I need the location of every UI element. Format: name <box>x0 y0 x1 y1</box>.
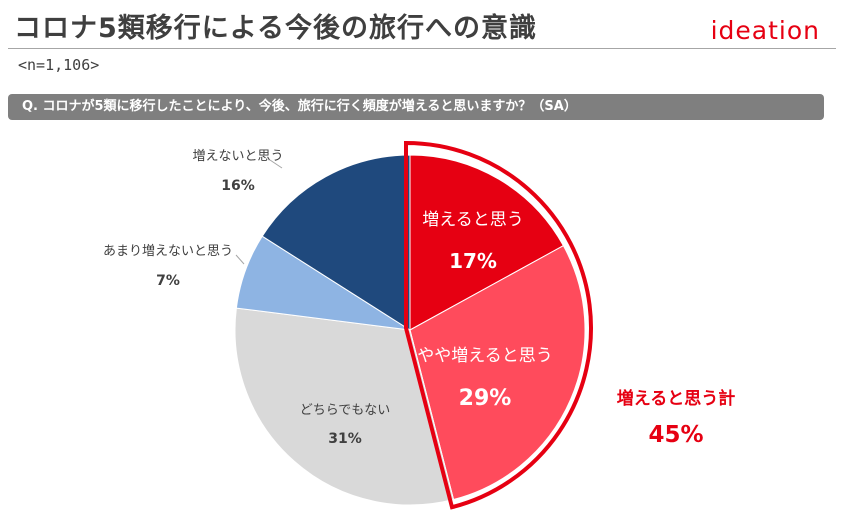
slice-label-4: あまり増えないと思う <box>103 244 233 259</box>
pie-slice-2 <box>409 245 586 501</box>
pie-slice-1 <box>409 154 565 331</box>
pie-slices <box>234 154 586 506</box>
title-divider <box>8 48 836 49</box>
leader-line-4 <box>235 254 245 265</box>
brand-logo: ideation <box>710 16 820 45</box>
slice-value-5: 16% <box>221 178 255 194</box>
highlight-outline <box>404 140 593 510</box>
sample-size: <n=1,106> <box>18 56 100 74</box>
slice-labels: 増えると思う 17% やや増えると思う 29% どちらでもない 31% あまり増えないと思う… <box>103 149 553 447</box>
slice-value-1: 17% <box>449 249 497 273</box>
slice-label-1: 増えると思う <box>422 210 524 230</box>
pie-slice-3 <box>234 307 455 506</box>
slice-value-2: 29% <box>459 386 512 411</box>
leader-line-5 <box>269 159 283 169</box>
page-title: コロナ5類移行による今後の旅行への意識 <box>14 13 537 44</box>
slice-value-3: 31% <box>328 431 362 447</box>
pie-slice-5 <box>261 154 411 331</box>
summary-label: 増えると思う計 <box>616 389 736 409</box>
slice-label-5: 増えないと思う <box>192 149 283 164</box>
leader-lines <box>235 159 283 265</box>
summary-value: 45% <box>648 422 704 448</box>
slice-label-2: やや増えると思う <box>417 346 553 366</box>
slice-label-3: どちらでもない <box>300 403 391 418</box>
question-bar: Q. コロナが5類に移行したことにより、今後、旅行に行く頻度が増えると思いますか… <box>8 94 824 120</box>
slice-value-4: 7% <box>156 273 180 289</box>
